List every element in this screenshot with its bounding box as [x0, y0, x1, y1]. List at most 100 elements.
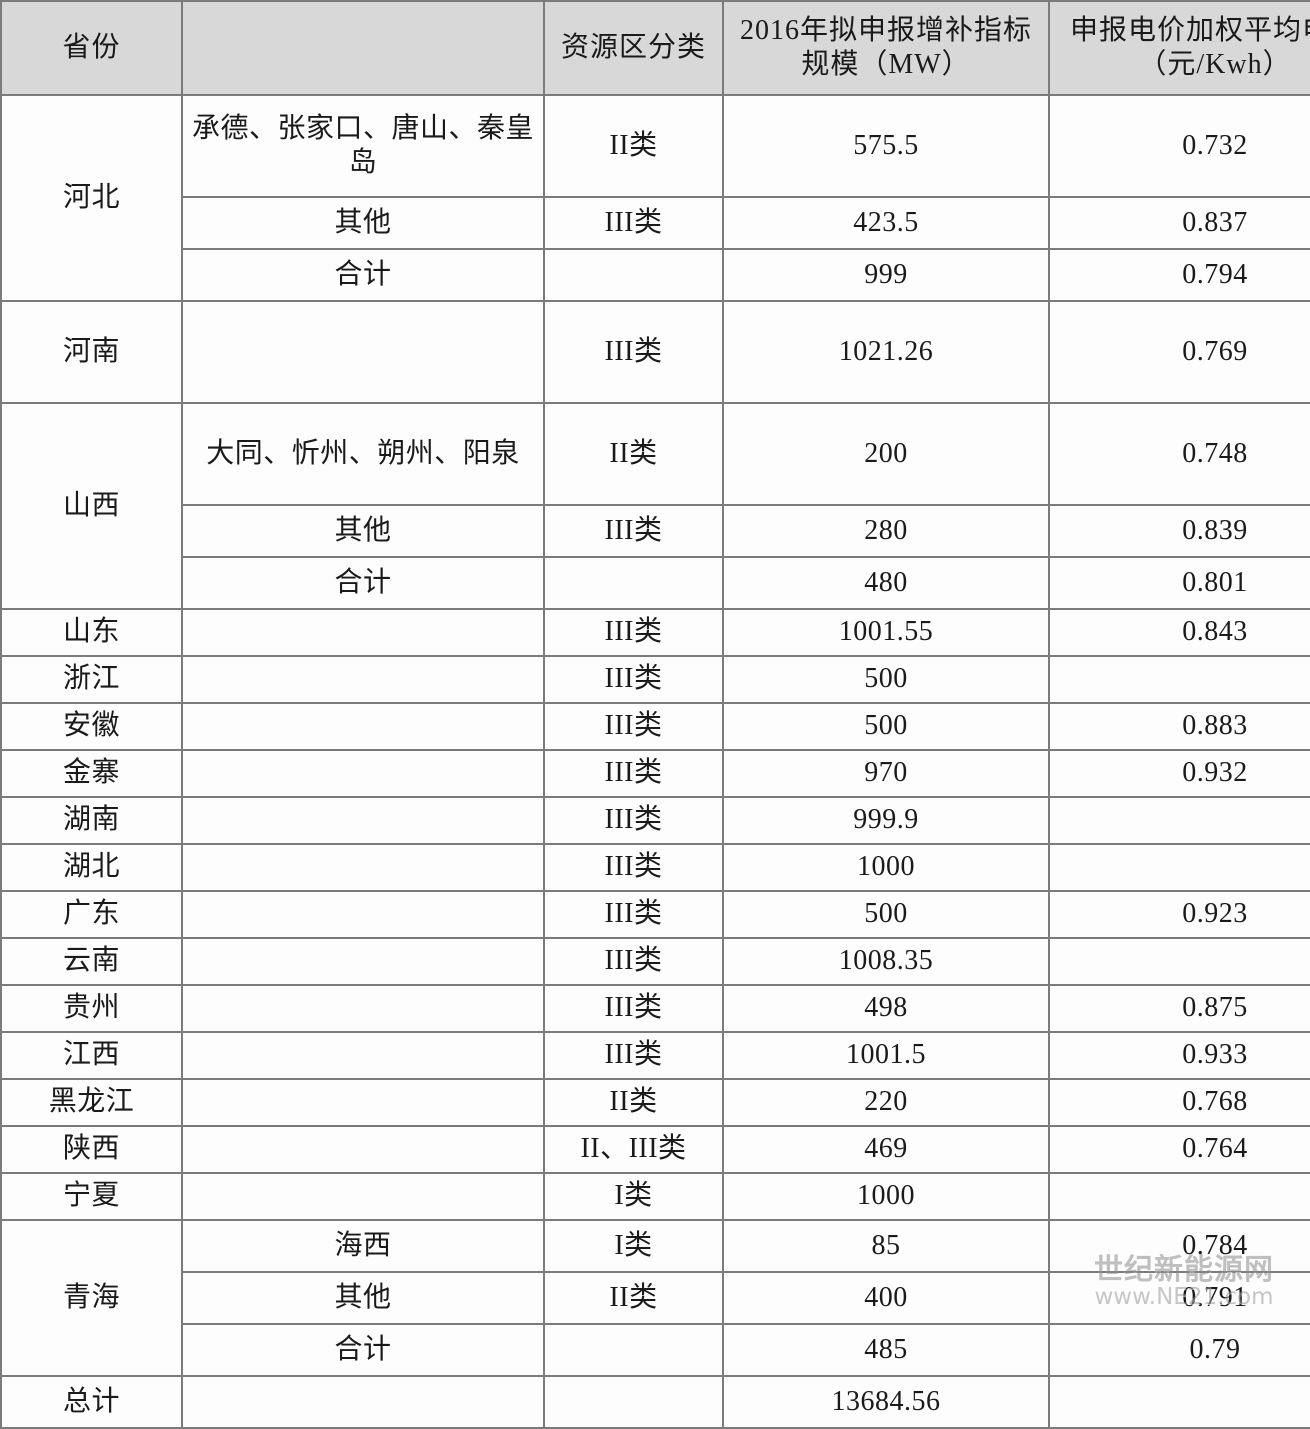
- cell-price: 0.875: [1048, 984, 1310, 1033]
- cell-grand-total-label: 总计: [0, 1375, 183, 1429]
- cell-classification: II类: [543, 1078, 724, 1127]
- cell-region: [181, 655, 545, 704]
- table-row: 其他 III类 280 0.839: [1, 504, 1310, 558]
- table-row: 湖北 III类 1000: [0, 843, 1310, 892]
- table-row: 金寨 III类 970 0.932: [0, 749, 1310, 798]
- cell-classification: I类: [543, 1172, 724, 1221]
- header-price: 申报电价加权平均电价（元/Kwh）: [1048, 0, 1310, 96]
- cell-classification: III类: [543, 300, 724, 404]
- cell-province: 宁夏: [0, 1172, 183, 1221]
- cell-region: [181, 749, 545, 798]
- cell-region: [181, 608, 545, 657]
- cell-price: [1048, 796, 1310, 845]
- cell-region: [181, 1078, 545, 1127]
- table-row: 山西 大同、忻州、朔州、阳泉 II类 200 0.748: [0, 402, 1310, 610]
- cell-region: [181, 300, 545, 404]
- table-row: 其他 II类 400 0.791: [1, 1271, 1310, 1325]
- cell-province: 河南: [0, 300, 183, 404]
- cell-scale: 469: [722, 1125, 1050, 1174]
- cell-scale: 423.5: [722, 196, 1050, 250]
- cell-province: 贵州: [0, 984, 183, 1033]
- cell-province: 湖南: [0, 796, 183, 845]
- table-row: 广东 III类 500 0.923: [0, 890, 1310, 939]
- cell-scale: 85: [722, 1219, 1050, 1273]
- table-row: 贵州 III类 498 0.875: [0, 984, 1310, 1033]
- cell-province: 云南: [0, 937, 183, 986]
- cell-region: 承德、张家口、唐山、秦皇岛: [181, 94, 545, 198]
- cell-classification: [543, 1323, 724, 1377]
- cell-province: 山西: [0, 402, 183, 610]
- cell-region: 其他: [181, 504, 545, 558]
- cell-scale: 485: [722, 1323, 1050, 1377]
- cell-price: 0.732: [1048, 94, 1310, 198]
- header-province: 省份: [0, 0, 183, 96]
- cell-scale: 1001.55: [722, 608, 1050, 657]
- cell-price: 0.784: [1048, 1219, 1310, 1273]
- cell-price: 0.748: [1048, 402, 1310, 506]
- table-row: 黑龙江 II类 220 0.768: [0, 1078, 1310, 1127]
- cell-province: 山东: [0, 608, 183, 657]
- cell-scale: 280: [722, 504, 1050, 558]
- cell-classification: III类: [543, 796, 724, 845]
- cell-scale: 999: [722, 248, 1050, 302]
- cell-scale: 500: [722, 702, 1050, 751]
- cell-scale: 480: [722, 556, 1050, 610]
- cell-price: 0.839: [1048, 504, 1310, 558]
- cell-scale: 970: [722, 749, 1050, 798]
- cell-scale: 220: [722, 1078, 1050, 1127]
- cell-classification: III类: [543, 937, 724, 986]
- cell-region: [181, 984, 545, 1033]
- cell-price: 0.791: [1048, 1271, 1310, 1325]
- table-row: 湖南 III类 999.9: [0, 796, 1310, 845]
- cell-grand-total-region: [181, 1375, 545, 1429]
- cell-scale: 1001.5: [722, 1031, 1050, 1080]
- cell-region: 海西: [181, 1219, 545, 1273]
- cell-scale: 500: [722, 655, 1050, 704]
- cell-price: 0.794: [1048, 248, 1310, 302]
- cell-classification: [543, 248, 724, 302]
- cell-price: [1048, 1172, 1310, 1221]
- cell-scale: 1008.35: [722, 937, 1050, 986]
- table-row: 宁夏 I类 1000: [0, 1172, 1310, 1221]
- cell-price: 0.79: [1048, 1323, 1310, 1377]
- cell-price: 0.764: [1048, 1125, 1310, 1174]
- cell-price: 0.769: [1048, 300, 1310, 404]
- cell-province: 江西: [0, 1031, 183, 1080]
- cell-classification: III类: [543, 749, 724, 798]
- cell-province: 广东: [0, 890, 183, 939]
- table-row: 安徽 III类 500 0.883: [0, 702, 1310, 751]
- table-row: 其他 III类 423.5 0.837: [1, 196, 1310, 250]
- cell-province: 金寨: [0, 749, 183, 798]
- cell-scale: 1021.26: [722, 300, 1050, 404]
- cell-region: 合计: [181, 248, 545, 302]
- cell-classification: I类: [543, 1219, 724, 1273]
- cell-province: 青海: [0, 1219, 183, 1377]
- cell-grand-total-classification: [543, 1375, 724, 1429]
- cell-region: [181, 843, 545, 892]
- grand-total-row: 总计 13684.56: [0, 1375, 1310, 1429]
- cell-price: 0.837: [1048, 196, 1310, 250]
- cell-price: 0.932: [1048, 749, 1310, 798]
- cell-classification: III类: [543, 504, 724, 558]
- cell-classification: III类: [543, 1031, 724, 1080]
- cell-region: 其他: [181, 196, 545, 250]
- cell-price: 0.801: [1048, 556, 1310, 610]
- cell-classification: II类: [543, 402, 724, 506]
- cell-grand-total-scale: 13684.56: [722, 1375, 1050, 1429]
- cell-classification: III类: [543, 702, 724, 751]
- cell-classification: III类: [543, 655, 724, 704]
- cell-scale: 200: [722, 402, 1050, 506]
- cell-region: [181, 796, 545, 845]
- cell-province: 陕西: [0, 1125, 183, 1174]
- header-region: [181, 0, 545, 96]
- cell-province: 浙江: [0, 655, 183, 704]
- cell-region: [181, 1125, 545, 1174]
- header-scale: 2016年拟申报增补指标规模（MW）: [722, 0, 1050, 96]
- cell-region: 大同、忻州、朔州、阳泉: [181, 402, 545, 506]
- table-row: 云南 III类 1008.35: [0, 937, 1310, 986]
- cell-scale: 575.5: [722, 94, 1050, 198]
- cell-classification: III类: [543, 843, 724, 892]
- cell-scale: 1000: [722, 1172, 1050, 1221]
